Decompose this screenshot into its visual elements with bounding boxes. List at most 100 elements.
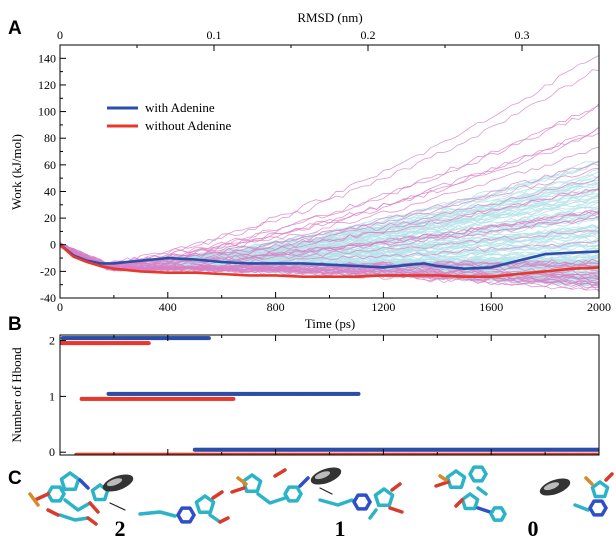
legend-label-with: with Adenine xyxy=(145,100,215,115)
trajectory-line xyxy=(60,245,599,276)
axis-ticks-b: 0 1 2 xyxy=(49,334,600,459)
molecular-structures xyxy=(28,465,614,526)
bond-stick xyxy=(445,469,467,490)
bond-stick xyxy=(63,498,92,512)
trajectory-line xyxy=(60,105,599,267)
bond-stick xyxy=(468,465,488,483)
bond-stick xyxy=(256,492,287,505)
legend-label-without: without Adenine xyxy=(145,118,232,133)
bond-stick xyxy=(176,506,196,524)
y-tick-label-b: 1 xyxy=(49,389,55,403)
bond-stick xyxy=(46,508,60,517)
bond-stick xyxy=(283,485,303,503)
bond-stick xyxy=(460,492,480,511)
bond-stick xyxy=(584,476,594,486)
panel-label-c: C xyxy=(8,468,22,489)
y-tick-label: -20 xyxy=(40,264,56,278)
state-label-2: 2 xyxy=(115,516,126,541)
legend: with Adenine without Adenine xyxy=(107,100,232,133)
y-axis-label-b: Number of Hbond xyxy=(9,347,24,443)
bond-stick xyxy=(454,498,464,508)
bond-stick xyxy=(230,486,246,494)
y-tick-label: 100 xyxy=(38,105,56,119)
hbond-point xyxy=(596,447,599,452)
hbond-chart: 0 1 2 Number of Hbond xyxy=(9,334,600,459)
bond-stick xyxy=(298,476,310,488)
x2-axis-label: RMSD (nm) xyxy=(297,10,362,25)
y-tick-label: -40 xyxy=(40,291,56,305)
bond-stick xyxy=(138,510,177,518)
x-axis-label: Time (ps) xyxy=(305,316,355,331)
bond-stick xyxy=(438,474,448,482)
x2-tick-label: 0.1 xyxy=(207,28,222,42)
trajectory-line xyxy=(60,245,599,277)
bond-stick xyxy=(211,490,224,500)
x-tick-label: 800 xyxy=(267,300,285,314)
adenine-molecule xyxy=(310,467,342,485)
y-tick-label: 40 xyxy=(44,184,56,198)
trajectory-line xyxy=(60,188,599,267)
panel-label-a: A xyxy=(8,18,22,39)
bond-stick xyxy=(88,501,100,514)
x2-tick-label: 0.2 xyxy=(361,28,376,42)
bond-stick xyxy=(194,494,216,515)
bond-stick xyxy=(28,492,40,507)
bond-stick xyxy=(489,506,507,522)
bond-stick xyxy=(434,480,450,488)
hbond-point xyxy=(206,336,211,341)
trajectory-line xyxy=(60,230,599,269)
series-line-with-adenine xyxy=(60,243,599,270)
bond-stick xyxy=(318,498,354,507)
x-tick-label: 2000 xyxy=(587,300,611,314)
adenine-highlight xyxy=(314,471,331,480)
hbond-point xyxy=(231,396,236,401)
trajectory-bundle xyxy=(60,55,599,292)
state-label-1: 1 xyxy=(335,516,346,541)
bond-stick xyxy=(208,513,222,524)
work-chart: 0 400 800 1200 1600 2000-40-20020406080100120… xyxy=(9,10,611,331)
bond-stick xyxy=(588,499,608,517)
bond-stick xyxy=(58,513,90,522)
adenine-molecule xyxy=(102,474,134,492)
panel-label-b: B xyxy=(8,314,22,335)
series-line-without-adenine xyxy=(60,243,599,278)
bond-stick xyxy=(319,487,333,495)
bond-stick xyxy=(109,502,126,511)
bond-stick xyxy=(33,492,50,502)
bond-stick xyxy=(368,508,378,520)
y-axis-label: Work (kJ/mol) xyxy=(9,134,24,210)
bond-stick xyxy=(46,485,66,503)
x-tick-label: 1200 xyxy=(371,300,395,314)
hbond-point xyxy=(146,341,151,346)
x2-tick-label: 0 xyxy=(57,28,63,42)
axis-ticks-a: 0 400 800 1200 1600 2000-40-20020406080100120… xyxy=(38,28,611,314)
bond-stick xyxy=(241,473,263,494)
bond-stick xyxy=(236,476,248,486)
x-tick-label: 400 xyxy=(159,300,177,314)
bond-stick xyxy=(78,478,90,490)
adenine-highlight xyxy=(106,478,123,487)
y-tick-label: 120 xyxy=(38,78,56,92)
y-tick-label-b: 2 xyxy=(49,334,55,348)
bond-stick xyxy=(352,493,372,511)
hbond-point xyxy=(356,391,361,396)
y-tick-label: 60 xyxy=(44,158,56,172)
bond-stick xyxy=(218,516,230,524)
bond-stick xyxy=(590,480,610,499)
bond-stick xyxy=(373,487,395,508)
hbond-point xyxy=(596,452,599,455)
y-tick-label: 80 xyxy=(44,131,56,145)
bond-stick xyxy=(273,468,287,478)
trajectory-line xyxy=(60,103,599,266)
y-tick-label-b: 0 xyxy=(49,445,55,459)
x2-tick-label: 0.3 xyxy=(515,28,530,42)
hbond-points xyxy=(60,336,599,455)
trajectory-line xyxy=(60,55,599,265)
y-tick-label: 0 xyxy=(50,238,56,252)
bond-stick xyxy=(390,482,402,492)
bond-stick xyxy=(604,472,614,482)
adenine-molecule xyxy=(539,478,571,496)
y-tick-label: 140 xyxy=(38,51,56,65)
bond-stick xyxy=(476,506,492,514)
